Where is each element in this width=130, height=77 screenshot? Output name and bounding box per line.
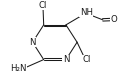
Text: Cl: Cl <box>39 1 47 10</box>
Text: Cl: Cl <box>82 55 91 64</box>
Text: N: N <box>29 38 36 47</box>
Text: NH: NH <box>80 8 93 17</box>
Text: H₂N: H₂N <box>10 64 27 73</box>
Text: O: O <box>111 15 118 24</box>
Text: N: N <box>63 55 69 64</box>
